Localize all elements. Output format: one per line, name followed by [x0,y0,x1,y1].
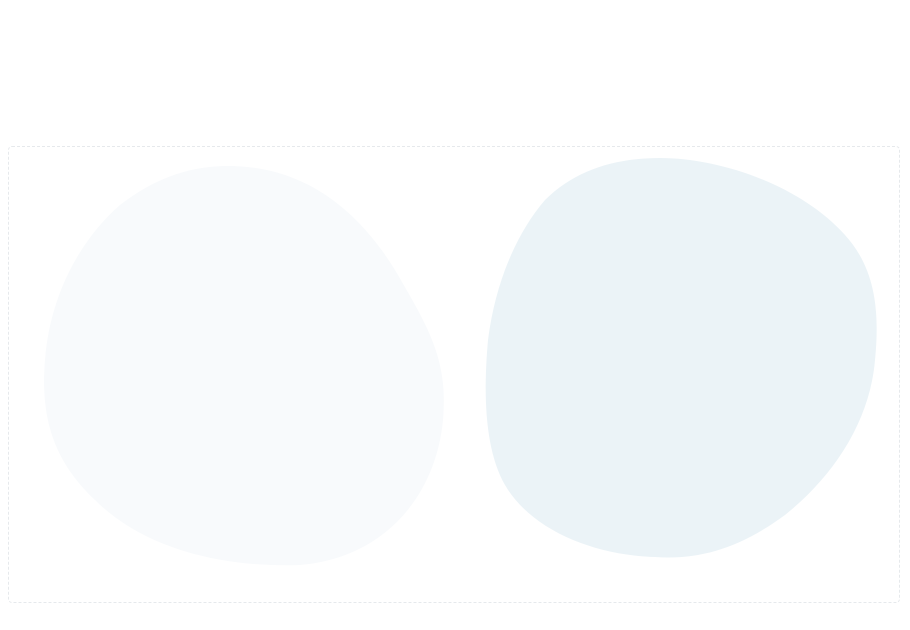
left-blob-shape [44,166,444,566]
dashed-drop-zone [8,146,900,603]
right-blob-shape [485,158,877,558]
